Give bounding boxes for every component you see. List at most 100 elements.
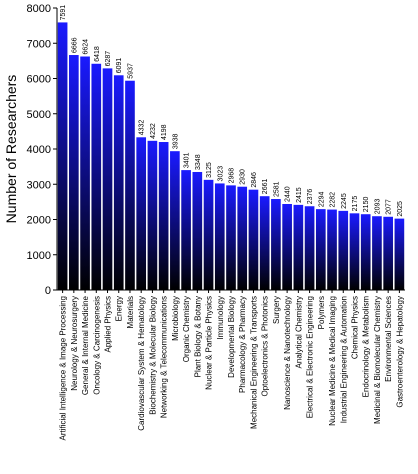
- x-category-label: Polymers: [317, 296, 326, 329]
- value-label: 2175: [352, 196, 359, 212]
- x-category-label: Analytical Chemistry: [294, 296, 303, 368]
- value-label: 3023: [217, 166, 224, 182]
- x-category-label: Environmental Sciences: [384, 296, 393, 382]
- bar: [125, 80, 135, 290]
- bar: [192, 171, 203, 290]
- value-label: 2930: [240, 169, 247, 185]
- bar: [360, 214, 371, 290]
- bar: [315, 209, 326, 290]
- x-category-label: Medicinal & Biomolecular Chemistry: [373, 296, 382, 424]
- x-category-label: Pharmacology & Pharmacy: [238, 296, 247, 393]
- value-labels-group: 7591 6666 6624 6418 6287 6091 5937 4332 4232 4198…: [60, 5, 404, 217]
- y-tick-label: 0: [45, 285, 51, 297]
- x-category-label: Gastroenterology & Hepatology: [395, 296, 404, 408]
- bar: [181, 170, 191, 290]
- y-tick-label: 1000: [27, 250, 51, 262]
- x-category-label: General & Internal Medicine: [81, 295, 90, 395]
- bar: [293, 204, 304, 290]
- bar: [372, 216, 382, 290]
- bar: [91, 63, 102, 290]
- bar: [102, 68, 113, 291]
- bar: [69, 55, 79, 290]
- value-label: 2440: [285, 186, 292, 202]
- value-label: 2846: [251, 172, 258, 188]
- y-axis-title: Number of Researchers: [3, 75, 19, 224]
- x-category-label: Artificial Intelligence & Image Processi…: [59, 296, 68, 441]
- x-category-label: Immunology: [216, 296, 225, 340]
- bar: [147, 140, 158, 290]
- value-label: 6666: [71, 37, 78, 53]
- value-label: 4198: [161, 124, 168, 140]
- bar: [226, 185, 236, 290]
- value-label: 2581: [273, 181, 280, 197]
- bar: [57, 22, 68, 291]
- bar: [304, 206, 315, 290]
- bar: [214, 183, 225, 290]
- bar: [248, 189, 259, 290]
- x-category-label: Biochemistry & Molecular Biology: [148, 296, 157, 415]
- x-category-label: Neurology & Neurosurgery: [70, 296, 79, 391]
- x-category-label: Organic Chemistry: [182, 296, 191, 362]
- bar: [80, 56, 90, 291]
- x-category-label: Surgery: [272, 296, 281, 324]
- bar: [349, 213, 360, 290]
- bar: [136, 137, 147, 290]
- x-category-label: Applied Physics: [104, 296, 113, 352]
- value-label: 3401: [184, 152, 191, 168]
- value-label: 2376: [307, 189, 314, 205]
- value-label: 2245: [341, 193, 348, 209]
- bars-group: [57, 22, 405, 291]
- x-category-label: Endocrinology & Metabolism: [362, 296, 371, 398]
- bar: [327, 209, 337, 290]
- x-labels-group: Artificial Intelligence & Image Processi…: [59, 290, 404, 441]
- x-category-label: Developmental Biology: [227, 296, 236, 378]
- y-ticks-group: 0 1000 2000 3000 4000 5000 6000 7000 8000: [27, 3, 57, 297]
- value-label: 2968: [229, 168, 236, 184]
- x-category-label: Networking & Telecommunications: [160, 296, 169, 418]
- x-category-label: Energy: [115, 296, 124, 321]
- bar: [113, 75, 124, 290]
- bar: [158, 142, 169, 290]
- bar: [271, 199, 281, 290]
- value-label: 6287: [105, 51, 112, 67]
- value-label: 2077: [386, 199, 393, 215]
- x-category-label: Chemical Physics: [350, 296, 359, 359]
- value-label: 2093: [374, 199, 381, 215]
- bar: [170, 151, 180, 290]
- value-label: 2150: [363, 197, 370, 213]
- x-category-label: Optoelectronics & Photonics: [261, 296, 270, 397]
- x-category-label: Plant Biology & Botany: [193, 296, 202, 377]
- bar: [282, 203, 292, 290]
- y-tick-label: 5000: [27, 109, 51, 121]
- x-category-label: Materials: [126, 296, 135, 328]
- bar: [237, 186, 248, 290]
- value-label: 2661: [262, 179, 269, 195]
- bar: [338, 210, 349, 290]
- x-category-label: Oncology & Carcinogenesis: [92, 296, 101, 395]
- value-label: 6418: [94, 46, 101, 62]
- y-tick-label: 7000: [27, 38, 51, 50]
- value-label: 3125: [206, 162, 213, 178]
- value-label: 4332: [139, 120, 146, 136]
- value-label: 3348: [195, 154, 202, 170]
- x-category-label: Electrical & Electronic Engineering: [306, 296, 315, 418]
- value-label: 5937: [127, 63, 134, 79]
- value-label: 2282: [330, 192, 337, 208]
- x-category-label: Nanoscience & Nanotechnology: [283, 296, 292, 410]
- x-category-label: Mechanical Engineering & Transports: [249, 296, 258, 429]
- value-label: 2294: [318, 191, 325, 207]
- bar: [383, 216, 393, 290]
- x-category-label: Microbiology: [171, 296, 180, 341]
- value-label: 3938: [172, 134, 179, 150]
- x-category-label: Cardiovascular System & Hematology: [137, 296, 146, 431]
- x-category-label: Nuclear & Particle Physics: [205, 296, 214, 390]
- x-category-label: Industrial Engineering & Automation: [339, 296, 348, 423]
- x-category-label: Nuclear Medicine & Medical Imaging: [328, 296, 337, 426]
- value-label: 2025: [397, 201, 404, 217]
- y-tick-label: 2000: [27, 215, 51, 227]
- bar: [259, 196, 270, 290]
- bar: [203, 179, 214, 290]
- value-label: 6091: [116, 58, 123, 74]
- y-tick-label: 3000: [27, 179, 51, 191]
